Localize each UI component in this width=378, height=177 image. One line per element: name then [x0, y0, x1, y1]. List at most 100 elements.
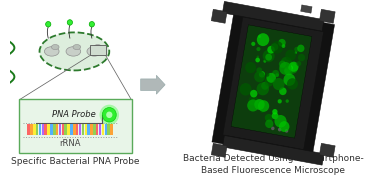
- Bar: [93, 124, 96, 135]
- Bar: [59, 124, 61, 135]
- Polygon shape: [301, 5, 312, 13]
- Bar: [85, 124, 87, 135]
- Circle shape: [259, 71, 265, 78]
- Polygon shape: [231, 25, 312, 138]
- Circle shape: [296, 61, 301, 66]
- Circle shape: [265, 78, 273, 87]
- Circle shape: [248, 96, 258, 106]
- Circle shape: [288, 63, 298, 74]
- Circle shape: [288, 65, 293, 70]
- Circle shape: [257, 82, 269, 95]
- Bar: [70, 124, 73, 135]
- Bar: [90, 124, 93, 135]
- Circle shape: [265, 115, 270, 120]
- Bar: [39, 124, 41, 135]
- Circle shape: [245, 62, 256, 73]
- Circle shape: [46, 22, 51, 27]
- Bar: [67, 124, 70, 135]
- Ellipse shape: [73, 45, 81, 50]
- Circle shape: [271, 43, 278, 51]
- Circle shape: [285, 50, 296, 61]
- Circle shape: [297, 45, 304, 52]
- Bar: [73, 124, 76, 135]
- Circle shape: [251, 42, 255, 46]
- Circle shape: [266, 73, 276, 83]
- Text: Specific Bacterial PNA Probe: Specific Bacterial PNA Probe: [11, 157, 140, 166]
- Bar: [42, 124, 44, 135]
- Bar: [65, 124, 67, 135]
- Circle shape: [280, 41, 284, 45]
- Circle shape: [261, 82, 269, 90]
- Circle shape: [279, 62, 292, 75]
- Circle shape: [258, 100, 269, 112]
- Bar: [99, 124, 101, 135]
- Circle shape: [278, 128, 281, 132]
- Polygon shape: [223, 17, 324, 150]
- Polygon shape: [211, 143, 227, 157]
- Bar: [47, 124, 50, 135]
- Bar: [36, 124, 39, 135]
- Text: Bacteria Detected Using a Smartphone-
Based Fluorescence Microscope: Bacteria Detected Using a Smartphone- Ba…: [183, 154, 364, 175]
- Circle shape: [278, 39, 286, 47]
- Circle shape: [263, 50, 275, 62]
- Circle shape: [267, 46, 275, 54]
- Circle shape: [272, 112, 279, 119]
- Bar: [27, 124, 30, 135]
- Circle shape: [274, 115, 287, 128]
- Circle shape: [265, 114, 273, 122]
- Text: rRNA: rRNA: [59, 139, 81, 148]
- Bar: [110, 124, 113, 135]
- Polygon shape: [223, 135, 324, 165]
- Circle shape: [284, 73, 295, 86]
- Circle shape: [289, 62, 299, 72]
- Circle shape: [256, 47, 260, 51]
- Bar: [82, 124, 84, 135]
- Bar: [56, 124, 59, 135]
- Bar: [45, 124, 47, 135]
- Circle shape: [254, 99, 265, 110]
- Circle shape: [263, 60, 266, 63]
- Circle shape: [256, 58, 260, 62]
- Ellipse shape: [40, 32, 109, 70]
- Circle shape: [272, 109, 277, 115]
- Circle shape: [260, 109, 264, 113]
- Circle shape: [257, 55, 259, 58]
- Circle shape: [279, 87, 287, 95]
- Bar: [105, 124, 107, 135]
- Circle shape: [254, 71, 265, 82]
- Circle shape: [257, 33, 269, 46]
- Ellipse shape: [51, 45, 59, 50]
- Circle shape: [259, 75, 263, 79]
- Circle shape: [271, 127, 274, 130]
- Bar: [76, 124, 79, 135]
- Circle shape: [250, 90, 257, 98]
- Circle shape: [275, 73, 279, 77]
- Polygon shape: [223, 1, 324, 31]
- Circle shape: [271, 41, 283, 54]
- Bar: [102, 124, 104, 135]
- FancyBboxPatch shape: [90, 45, 106, 55]
- Bar: [79, 124, 81, 135]
- Bar: [30, 124, 33, 135]
- Circle shape: [265, 73, 270, 77]
- Text: PNA Probe: PNA Probe: [52, 110, 96, 119]
- Circle shape: [102, 108, 116, 122]
- Bar: [87, 124, 90, 135]
- Circle shape: [256, 67, 262, 73]
- Bar: [53, 124, 56, 135]
- Polygon shape: [211, 9, 227, 23]
- Circle shape: [240, 83, 252, 96]
- FancyBboxPatch shape: [19, 99, 132, 153]
- Polygon shape: [212, 6, 335, 160]
- Circle shape: [287, 78, 298, 90]
- Ellipse shape: [94, 45, 102, 50]
- Circle shape: [280, 57, 292, 69]
- Circle shape: [265, 119, 273, 128]
- Circle shape: [298, 54, 305, 61]
- Circle shape: [258, 35, 261, 38]
- Circle shape: [284, 66, 293, 75]
- Bar: [33, 124, 36, 135]
- Ellipse shape: [66, 47, 81, 56]
- Polygon shape: [319, 9, 335, 23]
- Circle shape: [294, 51, 297, 54]
